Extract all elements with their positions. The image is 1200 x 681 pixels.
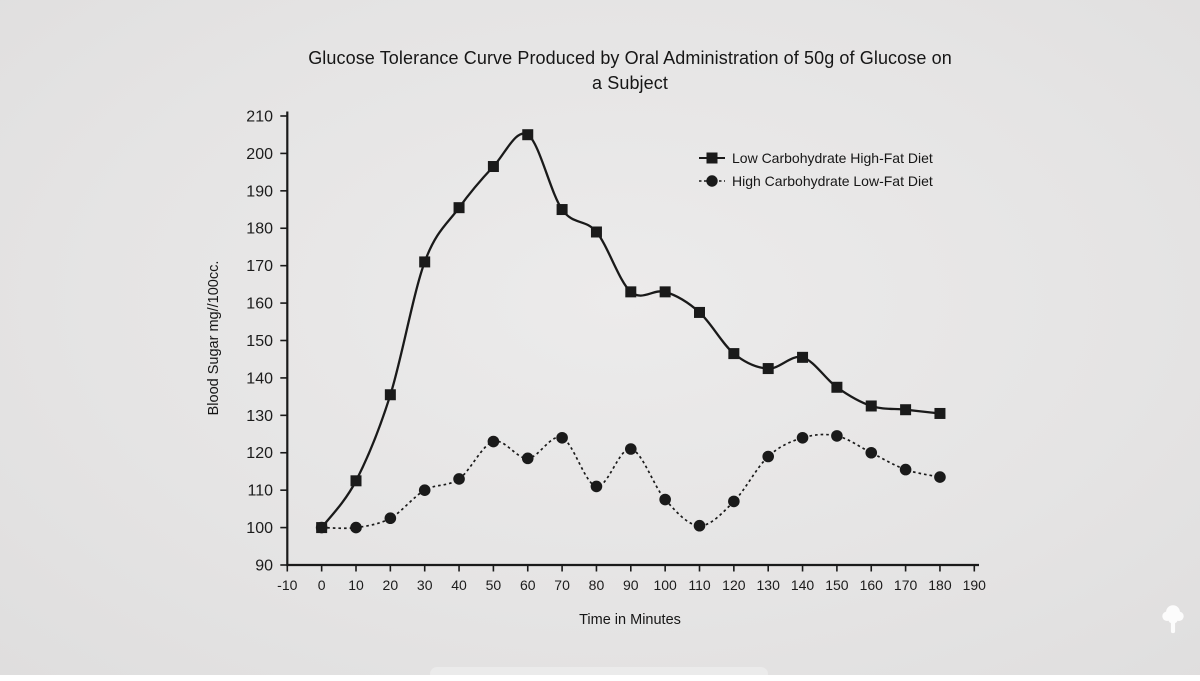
data-point-square bbox=[590, 226, 602, 238]
data-point-circle bbox=[796, 431, 809, 444]
data-point-circle bbox=[418, 484, 431, 496]
x-tick-label: 140 bbox=[791, 577, 815, 593]
data-point-circle bbox=[521, 452, 534, 465]
x-tick-label: 150 bbox=[825, 577, 849, 593]
y-tick-label: 120 bbox=[246, 445, 273, 462]
data-point-circle bbox=[659, 493, 671, 506]
x-tick-label: 90 bbox=[623, 577, 639, 593]
y-tick-label: 190 bbox=[246, 183, 273, 200]
x-tick-label: 40 bbox=[451, 577, 467, 593]
data-point-circle bbox=[315, 521, 328, 534]
y-tick-label: 150 bbox=[246, 333, 273, 350]
data-point-square bbox=[934, 407, 946, 419]
x-tick-label: 0 bbox=[318, 577, 326, 593]
data-point-square bbox=[694, 306, 705, 318]
y-tick-label: 160 bbox=[246, 296, 273, 313]
data-point-square bbox=[522, 129, 534, 141]
y-tick-label: 130 bbox=[246, 408, 273, 425]
legend-item-low-carb: Low Carbohydrate High-Fat Diet bbox=[699, 149, 933, 167]
series-high-carb bbox=[315, 430, 946, 534]
data-point-circle bbox=[590, 480, 603, 493]
legend: Low Carbohydrate High-Fat Diet High Carb… bbox=[699, 149, 933, 190]
data-point-square bbox=[487, 161, 499, 173]
chart-title-line2: a Subject bbox=[592, 73, 668, 93]
data-point-circle bbox=[899, 463, 912, 476]
y-tick-label: 200 bbox=[246, 146, 273, 163]
y-tick-label: 100 bbox=[246, 520, 273, 537]
x-tick-label: -10 bbox=[277, 577, 297, 593]
y-tick-label: 180 bbox=[246, 221, 273, 238]
legend-marker-circle-icon bbox=[699, 175, 725, 187]
data-point-circle bbox=[453, 473, 465, 485]
x-tick-label: 190 bbox=[963, 577, 987, 593]
y-tick-label: 90 bbox=[255, 558, 273, 575]
x-tick-label: 10 bbox=[348, 577, 364, 593]
data-point-square bbox=[762, 363, 774, 375]
x-tick-label: 120 bbox=[722, 577, 746, 593]
y-tick-label: 210 bbox=[246, 108, 273, 125]
data-point-circle bbox=[556, 431, 568, 444]
data-point-square bbox=[797, 351, 809, 363]
data-point-circle bbox=[831, 430, 843, 442]
x-axis-title: Time in Minutes bbox=[579, 612, 681, 628]
data-point-square bbox=[728, 348, 740, 360]
data-point-square bbox=[384, 389, 396, 401]
data-point-square bbox=[831, 381, 843, 393]
data-point-circle bbox=[693, 519, 706, 532]
chart-title-line1: Glucose Tolerance Curve Produced by Oral… bbox=[308, 48, 952, 68]
tree-logo-icon bbox=[1162, 605, 1184, 634]
data-point-square bbox=[659, 286, 671, 298]
x-tick-label: 50 bbox=[486, 577, 502, 593]
x-tick-label: 110 bbox=[688, 577, 711, 593]
data-point-square bbox=[625, 286, 637, 298]
data-point-circle bbox=[625, 443, 637, 455]
data-point-circle bbox=[865, 446, 878, 459]
bottom-highlight-bar bbox=[430, 667, 768, 681]
data-point-circle bbox=[934, 471, 946, 483]
x-tick-label: 70 bbox=[554, 577, 570, 593]
y-tick-label: 110 bbox=[247, 483, 273, 500]
data-point-circle bbox=[762, 450, 774, 463]
series-line bbox=[320, 132, 941, 529]
data-point-circle bbox=[728, 495, 740, 508]
x-tick-label: 130 bbox=[757, 577, 781, 593]
data-point-square bbox=[453, 202, 465, 214]
x-tick-label: 100 bbox=[653, 577, 677, 593]
data-point-circle bbox=[350, 521, 362, 534]
legend-label-high-carb: High Carbohydrate Low-Fat Diet bbox=[732, 173, 933, 189]
legend-marker-square-icon bbox=[699, 152, 725, 164]
legend-item-high-carb: High Carbohydrate Low-Fat Diet bbox=[699, 172, 933, 190]
data-point-square bbox=[865, 400, 877, 412]
data-point-circle bbox=[384, 512, 397, 525]
data-point-square bbox=[350, 475, 362, 487]
x-tick-label: 30 bbox=[417, 577, 433, 593]
data-point-square bbox=[900, 404, 912, 416]
x-tick-label: 60 bbox=[520, 577, 536, 593]
chart-title: Glucose Tolerance Curve Produced by Oral… bbox=[130, 46, 1130, 96]
y-axis-ticks: 90 100 110 120 130 140 150 160 170 180 190 200 210 bbox=[246, 108, 288, 575]
y-axis-title: Blood Sugar mg//100cc. bbox=[206, 260, 222, 416]
x-tick-label: 80 bbox=[589, 577, 605, 593]
y-tick-label: 170 bbox=[246, 258, 273, 275]
y-tick-label: 140 bbox=[246, 370, 273, 387]
x-tick-label: 170 bbox=[894, 577, 918, 593]
x-tick-label: 20 bbox=[383, 577, 399, 593]
data-point-square bbox=[419, 256, 431, 268]
x-axis-ticks: -10 0 10 20 30 40 50 60 70 80 90 100 110 120 130 140 150… bbox=[277, 565, 986, 593]
data-point-square bbox=[556, 204, 568, 216]
legend-label-low-carb: Low Carbohydrate High-Fat Diet bbox=[732, 150, 933, 166]
x-tick-label: 180 bbox=[928, 577, 952, 593]
data-point-circle bbox=[487, 435, 500, 448]
x-tick-label: 160 bbox=[860, 577, 884, 593]
